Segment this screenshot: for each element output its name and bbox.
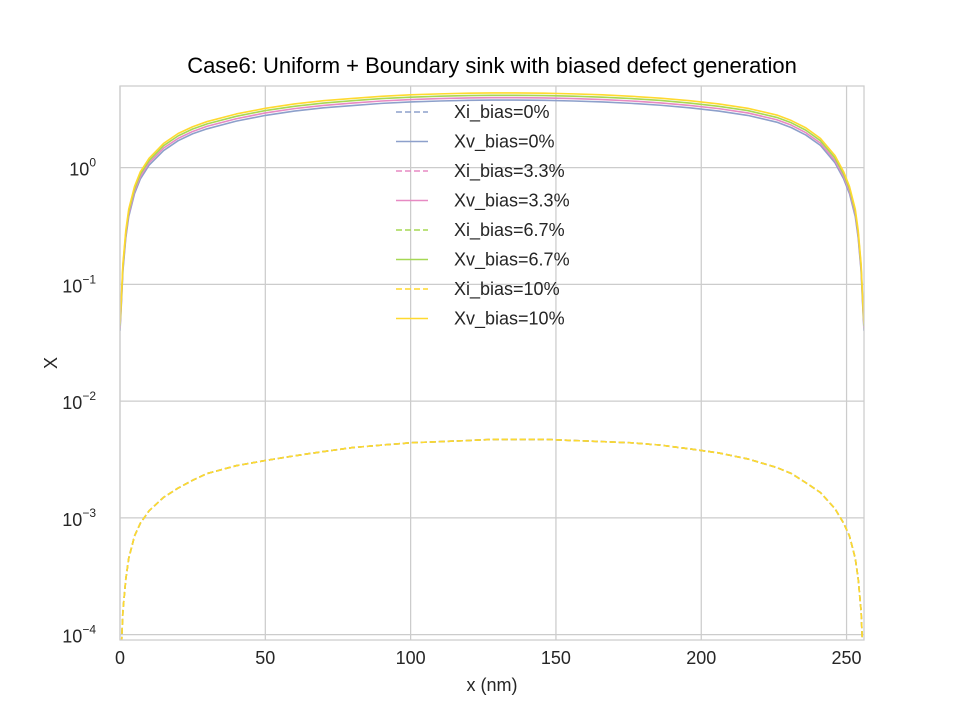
x-axis-label: x (nm)	[467, 675, 518, 695]
x-tick-labels: 0 50 100 150 200 250	[115, 648, 862, 668]
x-tick-label: 150	[541, 648, 571, 668]
x-tick-label: 100	[396, 648, 426, 668]
legend-label: Xv_bias=6.7%	[454, 250, 570, 271]
x-tick-label: 200	[686, 648, 716, 668]
legend-label: Xv_bias=10%	[454, 309, 565, 330]
series-line-xv-bias-3-3-	[120, 96, 864, 329]
y-axis-label: X	[41, 357, 61, 369]
y-tick-label: 10−4	[62, 623, 96, 647]
series-line-xv-bias-6-7-	[120, 94, 864, 327]
x-tick-label: 250	[832, 648, 862, 668]
x-tick-label: 0	[115, 648, 125, 668]
series-line-xv-bias-0-	[120, 99, 864, 331]
plot-area	[120, 86, 864, 640]
chart-title: Case6: Uniform + Boundary sink with bias…	[187, 53, 797, 78]
series-line-xi-bias-10-	[120, 438, 864, 640]
legend-label: Xv_bias=3.3%	[454, 191, 570, 212]
legend-label: Xv_bias=0%	[454, 132, 555, 153]
plot-frame	[119, 85, 865, 641]
legend-label: Xi_bias=6.7%	[454, 220, 565, 241]
legend-label: Xi_bias=10%	[454, 279, 560, 300]
legend: Xi_bias=0% Xv_bias=0% Xi_bias=3.3% Xv_bias=…	[396, 102, 570, 330]
legend-label: Xi_bias=3.3%	[454, 161, 565, 182]
x-tick-label: 50	[255, 648, 275, 668]
series-line-xv-bias-10-	[120, 92, 864, 324]
legend-label: Xi_bias=0%	[454, 102, 550, 123]
y-tick-label: 10−3	[62, 506, 96, 530]
series-layer	[120, 92, 864, 640]
